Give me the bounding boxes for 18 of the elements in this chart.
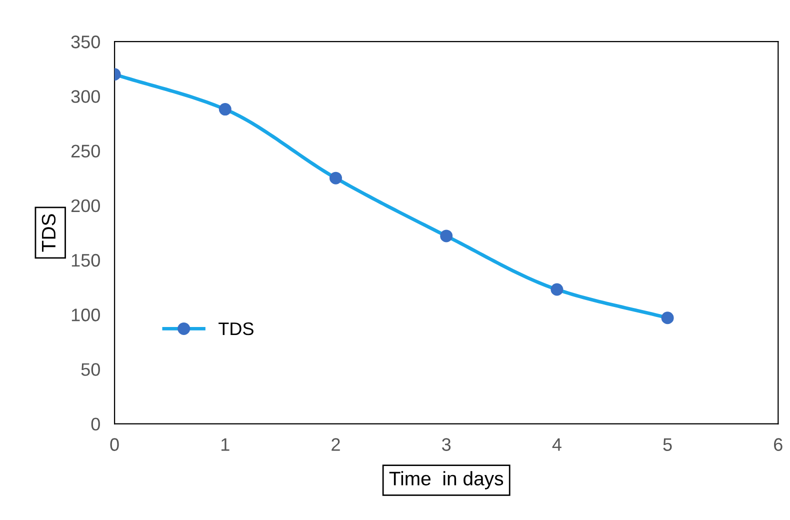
- y-tick-label: 200: [71, 199, 100, 212]
- y-tick-label: 300: [71, 90, 100, 103]
- x-axis-title: Time in days: [389, 471, 504, 490]
- x-tick-label: 0: [110, 438, 119, 451]
- y-axis-title: TDS: [42, 214, 56, 252]
- legend-label: TDS: [218, 322, 254, 336]
- x-tick-label: 5: [663, 438, 672, 451]
- y-tick-label: 250: [71, 144, 100, 158]
- y-tick-label: 350: [71, 36, 100, 48]
- y-tick-label: 150: [72, 254, 100, 267]
- y-tick-label: 0: [91, 418, 100, 431]
- x-tick-label: 1: [222, 438, 230, 451]
- x-tick-label: 4: [552, 438, 562, 451]
- y-tick-label: 100: [72, 308, 100, 322]
- x-tick-label: 2: [332, 438, 340, 451]
- x-tick-label: 3: [442, 438, 451, 451]
- x-tick-label: 6: [774, 438, 782, 451]
- y-tick-label: 50: [81, 363, 100, 376]
